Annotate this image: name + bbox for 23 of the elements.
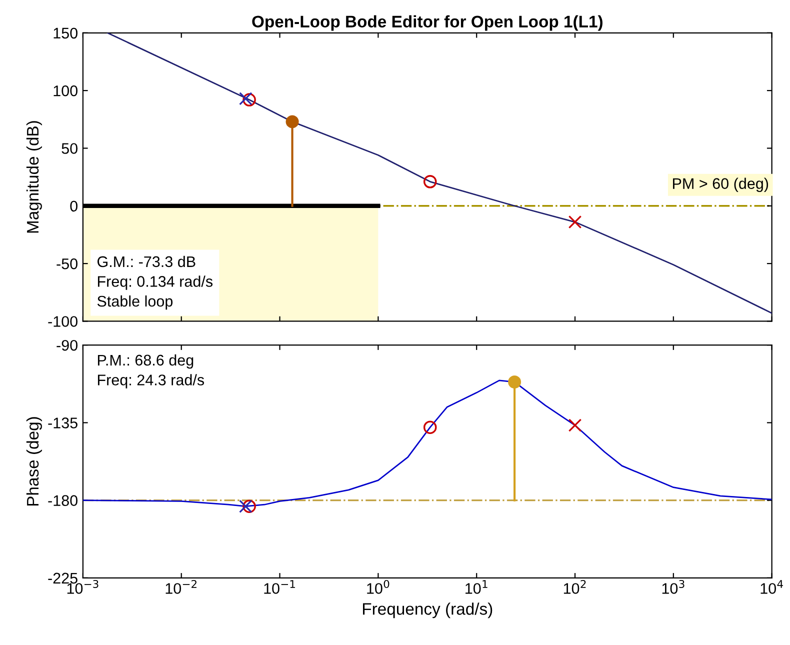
y-tick-label: 100 (54, 85, 78, 96)
annotation: G.M.: -73.3 dB Freq: 0.134 rad/s Stable loop (97, 256, 213, 310)
x-tick-label: 10$^{1}$ (466, 580, 488, 594)
annotation: P.M.: 68.6 deg Freq: 24.3 rad/s (98, 354, 204, 388)
y-tick-label: -135 (48, 418, 78, 428)
y-tick-label: -180 (48, 495, 78, 506)
y-axis-title: Phase (deg) (26, 417, 42, 506)
chart-title: Open-Loop Bode Editor for Open Loop 1(L1) (252, 15, 602, 31)
x-tick-label: 10$^{−2}$ (166, 580, 196, 594)
y-tick-label: -90 (56, 340, 78, 351)
x-axis-title: Frequency (rad/s) (363, 602, 492, 618)
y-tick-label: 50 (62, 143, 78, 154)
x-tick-label: 10$^{0}$ (367, 580, 390, 594)
x-tick-label: 10$^{−1}$ (264, 580, 295, 594)
y-axis-title: Magnitude (dB) (26, 121, 42, 233)
y-tick-label: 0 (70, 200, 78, 212)
x-tick-label: 10$^{2}$ (564, 580, 586, 594)
x-tick-label: 10$^{3}$ (662, 580, 684, 594)
y-tick-label: -100 (48, 316, 78, 327)
y-tick-label: 150 (54, 28, 78, 39)
x-tick-label: 10$^{4}$ (760, 580, 783, 594)
annotation: PM > 60 (deg) (673, 178, 768, 192)
y-tick-label: -50 (56, 258, 78, 270)
